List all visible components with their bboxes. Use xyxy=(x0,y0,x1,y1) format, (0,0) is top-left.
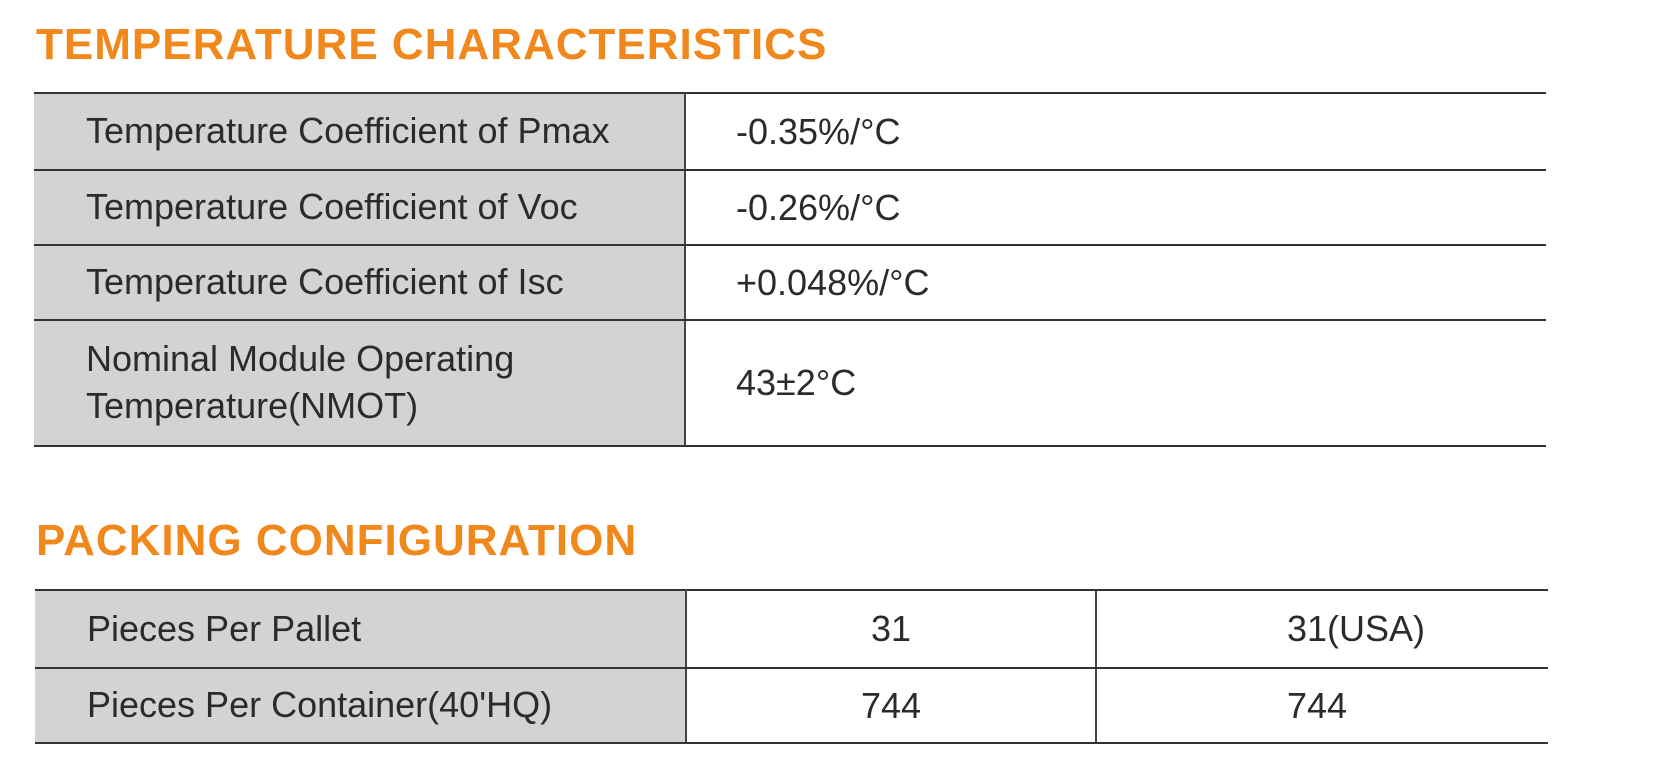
value: 43±2°C xyxy=(685,319,1546,447)
temperature-table: Temperature Coefficient of Pmax -0.35%/°… xyxy=(34,92,1546,447)
value: 31(USA) xyxy=(1095,589,1548,669)
value: 744 xyxy=(686,667,1096,744)
label: Temperature Coefficient of Isc xyxy=(34,244,686,321)
row: Temperature Coefficient of Pmax -0.35%/°… xyxy=(34,92,1546,171)
value: 744 xyxy=(1095,667,1548,744)
row: Pieces Per Pallet 31 31(USA) xyxy=(35,589,1548,669)
section-title: PACKING CONFIGURATION xyxy=(36,516,638,565)
section-title: TEMPERATURE CHARACTERISTICS xyxy=(36,20,828,69)
row: Temperature Coefficient of Isc +0.048%/°… xyxy=(34,244,1546,321)
label: Nominal Module Operating Temperature(NMO… xyxy=(34,319,686,447)
value: 31 xyxy=(686,589,1096,669)
packing-table: Pieces Per Pallet 31 31(USA) Pieces Per … xyxy=(35,589,1548,744)
value: +0.048%/°C xyxy=(685,244,1546,321)
label: Pieces Per Pallet xyxy=(35,589,687,669)
label: Temperature Coefficient of Pmax xyxy=(34,92,686,171)
row: Pieces Per Container(40'HQ) 744 744 xyxy=(35,667,1548,744)
row: Temperature Coefficient of Voc -0.26%/°C xyxy=(34,169,1546,246)
label: Temperature Coefficient of Voc xyxy=(34,169,686,246)
value: -0.26%/°C xyxy=(685,169,1546,246)
label: Pieces Per Container(40'HQ) xyxy=(35,667,687,744)
value: -0.35%/°C xyxy=(685,92,1546,171)
row: Nominal Module Operating Temperature(NMO… xyxy=(34,319,1546,447)
